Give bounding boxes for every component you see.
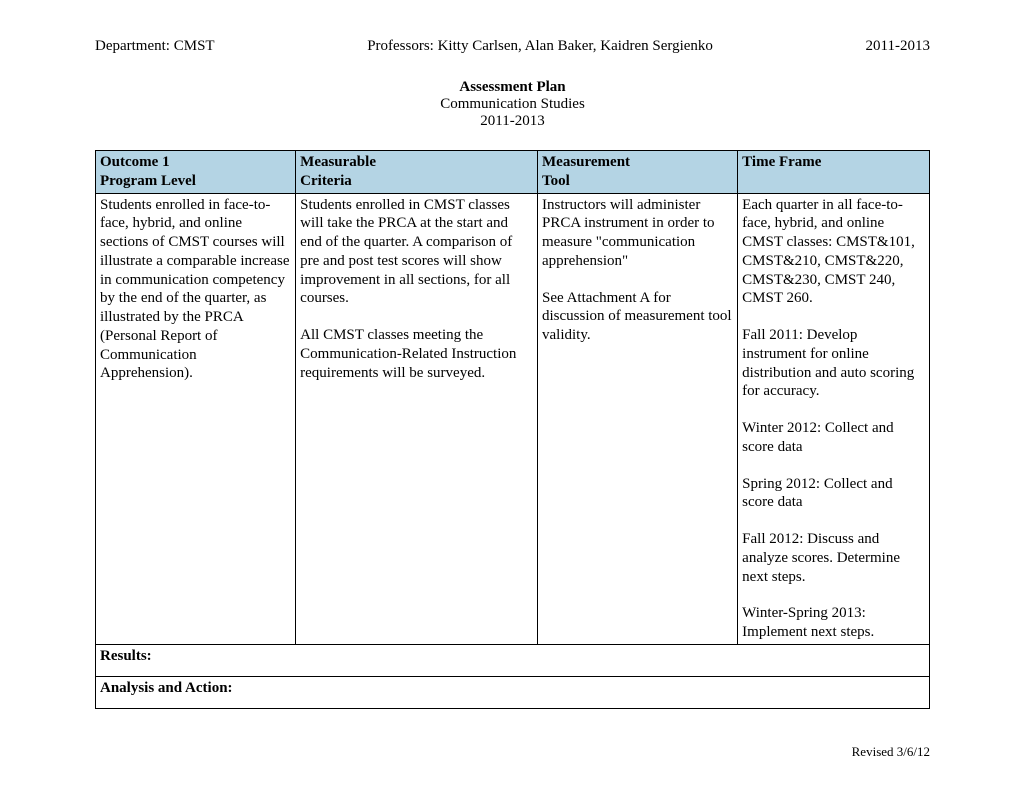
- results-cell: Results:: [96, 644, 930, 676]
- tool-p1: Instructors will administer PRCA instrum…: [542, 196, 733, 271]
- timeframe-p4: Spring 2012: Collect and score data: [742, 475, 925, 513]
- criteria-p1: Students enrolled in CMST classes will t…: [300, 196, 533, 309]
- footer-revised: Revised 3/6/12: [852, 744, 930, 760]
- title-subtitle: Communication Studies: [95, 96, 930, 113]
- title-block: Assessment Plan Communication Studies 20…: [95, 79, 930, 130]
- timeframe-p1: Each quarter in all face-to-face, hybrid…: [742, 196, 925, 309]
- header-col3-line1: Measurement: [542, 154, 630, 170]
- header-criteria: Measurable Criteria: [296, 151, 538, 194]
- timeframe-p6: Winter-Spring 2013: Implement next steps…: [742, 604, 925, 642]
- analysis-row: Analysis and Action:: [96, 676, 930, 708]
- title-years: 2011-2013: [95, 113, 930, 130]
- header-tool: Measurement Tool: [538, 151, 738, 194]
- header-timeframe: Time Frame: [738, 151, 930, 194]
- years-label: 2011-2013: [866, 38, 930, 55]
- professors-label: Professors: Kitty Carlsen, Alan Baker, K…: [367, 38, 713, 55]
- header-col1-line2: Program Level: [100, 173, 196, 189]
- header-col1-line1: Outcome 1: [100, 154, 170, 170]
- outcome-text: Students enrolled in face-to-face, hybri…: [100, 196, 291, 384]
- header-col2-line1: Measurable: [300, 154, 376, 170]
- analysis-cell: Analysis and Action:: [96, 676, 930, 708]
- tool-p2: See Attachment A for discussion of measu…: [542, 289, 733, 345]
- cell-tool: Instructors will administer PRCA instrum…: [538, 193, 738, 644]
- criteria-p2: All CMST classes meeting the Communicati…: [300, 326, 533, 382]
- header-outcome: Outcome 1 Program Level: [96, 151, 296, 194]
- timeframe-p3: Winter 2012: Collect and score data: [742, 419, 925, 457]
- department-label: Department: CMST: [95, 38, 215, 55]
- title-main: Assessment Plan: [95, 79, 930, 96]
- cell-timeframe: Each quarter in all face-to-face, hybrid…: [738, 193, 930, 644]
- table-header-row: Outcome 1 Program Level Measurable Crite…: [96, 151, 930, 194]
- document-header: Department: CMST Professors: Kitty Carls…: [95, 38, 930, 55]
- cell-criteria: Students enrolled in CMST classes will t…: [296, 193, 538, 644]
- timeframe-p2: Fall 2011: Develop instrument for online…: [742, 326, 925, 401]
- header-col2-line2: Criteria: [300, 173, 352, 189]
- assessment-table: Outcome 1 Program Level Measurable Crite…: [95, 150, 930, 709]
- header-col3-line2: Tool: [542, 173, 570, 189]
- table-body-row: Students enrolled in face-to-face, hybri…: [96, 193, 930, 644]
- timeframe-p5: Fall 2012: Discuss and analyze scores. D…: [742, 530, 925, 586]
- cell-outcome: Students enrolled in face-to-face, hybri…: [96, 193, 296, 644]
- header-col4-line1: Time Frame: [742, 154, 821, 170]
- results-row: Results:: [96, 644, 930, 676]
